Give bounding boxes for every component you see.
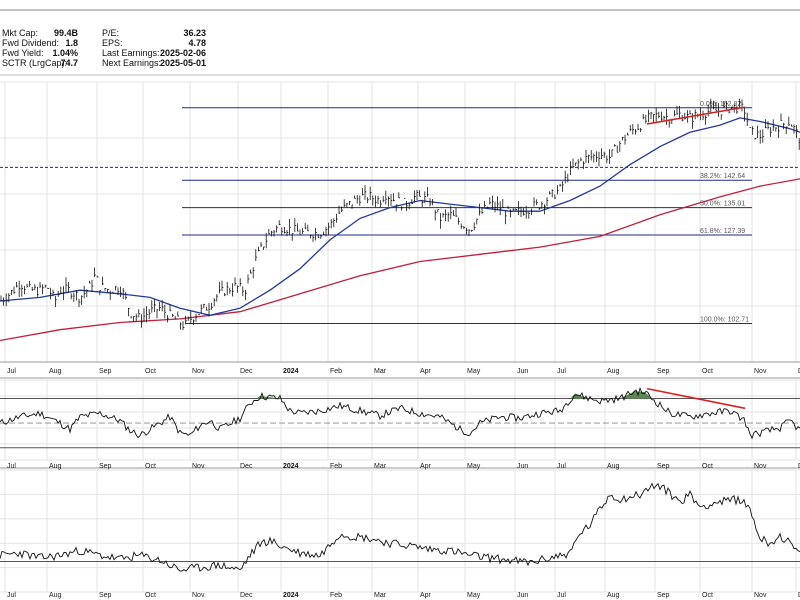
month-label: Nov — [192, 368, 205, 375]
month-label: Aug — [49, 592, 62, 599]
month-label: Nov — [192, 592, 205, 599]
fib-level-label: 50.0%: 135.01 — [700, 201, 745, 208]
month-label: Apr — [420, 463, 432, 470]
month-label: Oct — [145, 592, 156, 599]
month-label: Jun — [517, 463, 528, 470]
lower-indicator-panel — [0, 467, 800, 593]
month-label: Sep — [657, 463, 670, 470]
month-label: Feb — [330, 463, 342, 470]
month-label: 2024 — [283, 592, 299, 599]
rsi-panel — [0, 377, 800, 461]
month-label: Dec — [240, 368, 253, 375]
month-label: Nov — [754, 592, 767, 599]
lower-indicator-line — [0, 482, 800, 572]
stat-label: P/E: — [102, 28, 119, 38]
month-label: Mar — [374, 368, 387, 375]
month-label: Dec — [798, 592, 800, 599]
month-label: Oct — [145, 463, 156, 470]
month-label: Sep — [99, 592, 112, 599]
month-label: Oct — [145, 368, 156, 375]
fib-level-label: 38.2%: 142.64 — [700, 173, 745, 180]
stat-value: 1.8 — [65, 38, 78, 48]
month-label: Sep — [99, 368, 112, 375]
ma50-line — [0, 117, 800, 316]
stat-value: 2025-02-06 — [160, 48, 206, 58]
stat-label: Last Earnings: — [102, 48, 160, 58]
stat-value: 4.78 — [188, 38, 206, 48]
rsi-trendline — [646, 387, 746, 410]
stat-label: EPS: — [102, 38, 123, 48]
fib-level-label: 100.0%: 102.71 — [700, 317, 749, 324]
price-panel: 0.0%: 162.82 38.2%: 142.64 50.0%: 135.01 61… — [0, 9, 800, 363]
ma200-line — [0, 178, 800, 342]
month-label: Dec — [240, 463, 253, 470]
month-label: Aug — [607, 592, 620, 599]
month-label: Nov — [192, 463, 205, 470]
month-label: May — [467, 592, 481, 599]
month-label: Sep — [657, 368, 670, 375]
month-label: Oct — [702, 368, 713, 375]
month-label: Aug — [49, 368, 62, 375]
month-label: Aug — [49, 463, 62, 470]
month-label: Feb — [330, 592, 342, 599]
month-label: Aug — [607, 463, 620, 470]
rsi-line — [0, 386, 800, 440]
fib-level-label: 0.0%: 162.82 — [700, 101, 741, 108]
month-label: Jun — [517, 592, 528, 599]
month-label: 2024 — [283, 368, 299, 375]
stats-header: Mkt Cap: 99.4B Fwd Dividend: 1.8 Fwd Yie… — [2, 28, 206, 68]
month-label: Feb — [330, 368, 342, 375]
stat-label: Fwd Yield: — [2, 48, 44, 58]
stat-value: 2025-05-01 — [160, 58, 206, 68]
month-label: Apr — [420, 368, 432, 375]
stat-value: 74.7 — [60, 58, 78, 68]
stat-label: SCTR (LrgCap): — [2, 58, 67, 68]
stat-label: Fwd Dividend: — [2, 38, 59, 48]
month-label: Jun — [517, 368, 528, 375]
month-label: Oct — [702, 592, 713, 599]
month-label: Sep — [657, 592, 670, 599]
stat-value: 99.4B — [54, 28, 79, 38]
month-label: May — [467, 368, 481, 375]
month-label: Dec — [798, 368, 800, 375]
month-label: May — [467, 463, 481, 470]
month-label: Nov — [754, 368, 767, 375]
month-label: Jul — [7, 368, 16, 375]
month-label: Jul — [557, 592, 566, 599]
month-label: Jul — [557, 463, 566, 470]
month-label: Aug — [607, 368, 620, 375]
month-label: Jul — [7, 463, 16, 470]
stat-value: 36.23 — [183, 28, 206, 38]
rsi-overbought-fill — [256, 391, 653, 399]
month-label: Sep — [99, 463, 112, 470]
month-label: 2024 — [283, 463, 299, 470]
month-label: Nov — [754, 463, 767, 470]
month-axis: Jul Aug Sep Oct Nov Dec 2024 Feb Mar Apr May Jun Jul… — [7, 368, 800, 599]
month-label: Jul — [7, 592, 16, 599]
stat-label: Mkt Cap: — [2, 28, 38, 38]
month-label: Mar — [374, 463, 387, 470]
month-label: Jul — [557, 368, 566, 375]
stat-value: 1.04% — [52, 48, 78, 58]
month-label: Dec — [798, 463, 800, 470]
fib-level-label: 61.8%: 127.39 — [700, 228, 745, 235]
month-label: Dec — [240, 592, 253, 599]
month-label: Oct — [702, 463, 713, 470]
month-label: Mar — [374, 592, 387, 599]
month-label: Apr — [420, 592, 432, 599]
price-trendline — [646, 106, 746, 125]
stat-label: Next Earnings: — [102, 58, 161, 68]
